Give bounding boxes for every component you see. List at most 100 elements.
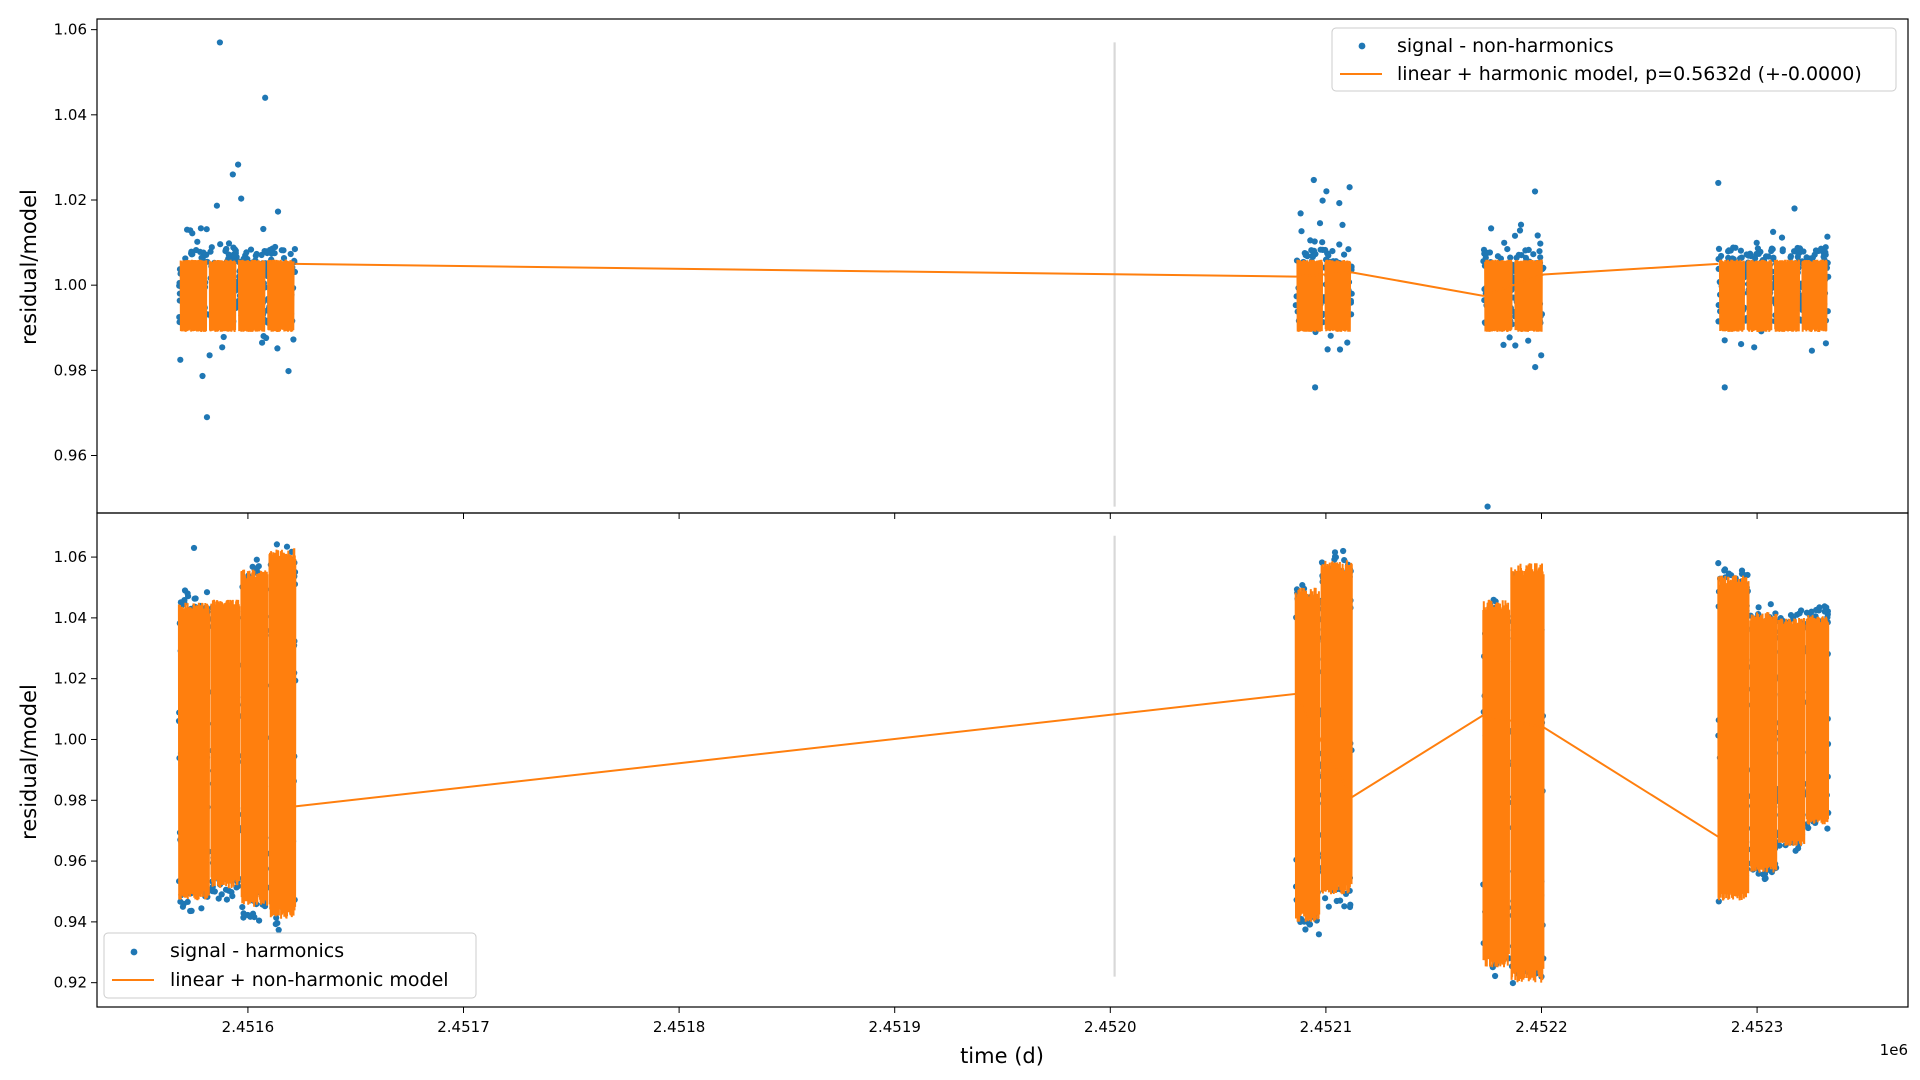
top-y-ticks: 0.96 0.98 1.00 1.02 1.04 1.06	[54, 21, 97, 465]
bottom-data-point	[1761, 875, 1768, 883]
bottom-legend-line-label: linear + non-harmonic model	[170, 969, 449, 991]
top-data-point	[1336, 200, 1343, 207]
top-legend-scatter-marker	[1358, 42, 1366, 50]
top-data-point	[247, 246, 255, 253]
bottom-data-point	[184, 590, 191, 597]
bottom-data-point	[240, 910, 247, 917]
bottom-data-point	[1306, 921, 1313, 928]
bottom-data-point	[1821, 603, 1828, 610]
top-legend-scatter-label: signal - non-harmonics	[1397, 35, 1614, 57]
bottom-data-point	[198, 905, 205, 912]
top-data-point	[1341, 251, 1348, 258]
top-y-tick-label: 0.98	[54, 361, 87, 379]
top-data-point	[1311, 238, 1318, 245]
top-data-point	[1339, 221, 1346, 228]
top-model-segment	[237, 259, 266, 332]
top-data-point	[1506, 334, 1513, 341]
top-y-axis-label: residual/model	[17, 189, 41, 345]
top-model-segment	[1718, 259, 1746, 332]
top-data-point	[1787, 253, 1794, 260]
bottom-x-tick-label: 2.4518	[653, 1018, 706, 1036]
top-data-point	[1738, 254, 1745, 261]
bottom-data-point	[1302, 926, 1309, 933]
top-data-point	[258, 251, 265, 259]
top-data-point	[1754, 245, 1761, 252]
top-outlier-point	[203, 414, 211, 421]
top-data-point	[1779, 248, 1786, 255]
top-data-point	[1504, 246, 1511, 253]
bottom-model-segment	[1805, 615, 1830, 825]
bottom-y-tick-label: 1.00	[54, 730, 87, 748]
top-data-point	[259, 339, 266, 346]
top-data-point	[1536, 248, 1543, 255]
top-data-point	[1323, 188, 1330, 195]
top-data-point	[1345, 246, 1352, 253]
bottom-model-segment	[1717, 575, 1750, 901]
top-data-point	[1815, 247, 1822, 255]
bottom-model-segment	[1482, 599, 1511, 968]
bottom-data-point	[1322, 895, 1329, 902]
top-data-point	[177, 356, 184, 363]
top-data-point	[1310, 176, 1317, 184]
top-data-point	[1297, 210, 1304, 217]
x-axis-label: time (d)	[960, 1044, 1044, 1068]
bottom-y-tick-label: 0.98	[54, 791, 87, 809]
top-data-point	[1316, 220, 1324, 227]
top-data-point	[235, 161, 242, 168]
bottom-data-point	[1787, 612, 1795, 619]
top-data-point	[1824, 233, 1831, 240]
top-outlier-point	[1721, 384, 1728, 391]
bottom-data-point	[1315, 931, 1322, 938]
top-legend-box	[1331, 27, 1897, 92]
bottom-data-point	[1816, 604, 1823, 611]
top-data-point	[1336, 241, 1343, 248]
bottom-data-point	[177, 599, 184, 606]
top-data-point	[1753, 239, 1760, 246]
top-data-point	[1329, 248, 1336, 255]
top-data-point	[1770, 228, 1777, 235]
top-data-point	[1298, 228, 1305, 235]
bottom-data-point	[1767, 601, 1774, 608]
bottom-model-segment	[1320, 560, 1353, 895]
bottom-data-point	[1341, 557, 1348, 564]
bottom-data-point	[256, 917, 263, 924]
top-data-point	[1752, 255, 1759, 262]
bottom-model-segment	[210, 599, 241, 889]
top-data-point	[1745, 252, 1752, 259]
bottom-data-point	[1795, 845, 1802, 852]
top-data-point	[287, 250, 294, 258]
top-data-point	[1738, 341, 1745, 348]
top-data-point	[230, 252, 237, 259]
top-model-segment	[1773, 259, 1801, 332]
bottom-data-point	[1744, 571, 1751, 579]
top-data-point	[1304, 253, 1311, 260]
top-model-trend	[295, 262, 1719, 297]
top-data-point	[193, 247, 200, 254]
top-data-point	[1516, 227, 1524, 234]
top-data-point	[243, 249, 250, 256]
bottom-data-point	[283, 543, 291, 550]
bottom-data-point	[1333, 897, 1340, 905]
top-model-segment	[1801, 259, 1828, 333]
top-y-tick-label: 0.96	[54, 447, 87, 465]
bottom-data-point	[1341, 903, 1348, 910]
top-model-segment	[1484, 259, 1513, 333]
top-data-point	[278, 247, 285, 254]
bottom-y-ticks: 0.92 0.94 0.96 0.98 1.00 1.02 1.04 1.06	[54, 548, 97, 992]
top-data-point	[188, 250, 195, 257]
bottom-data-point	[187, 907, 194, 915]
top-data-point	[1715, 245, 1723, 252]
top-data-point	[219, 344, 226, 351]
top-outlier-point	[1715, 179, 1722, 187]
bottom-data-point	[1798, 607, 1805, 614]
bottom-model-segment	[177, 602, 211, 901]
top-data-point	[1778, 234, 1786, 241]
bottom-x-tick-label: 2.4519	[868, 1018, 921, 1036]
top-data-point	[189, 230, 196, 237]
bottom-data-point	[253, 565, 261, 572]
bottom-data-point	[1824, 825, 1831, 832]
top-model-segment	[208, 259, 237, 333]
bottom-data-point	[1805, 824, 1812, 832]
top-data-point	[1822, 340, 1829, 347]
